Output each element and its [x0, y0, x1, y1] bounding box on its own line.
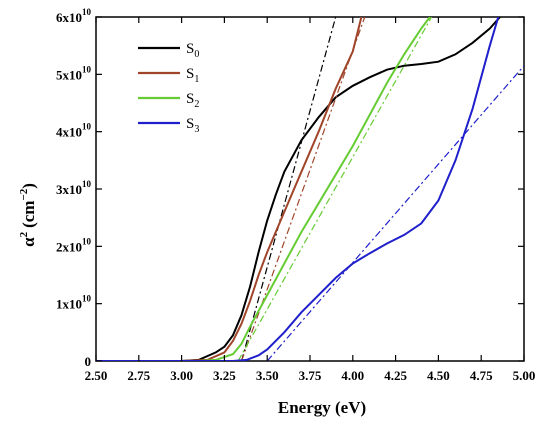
y-tick-label: 6x1010 — [56, 7, 92, 25]
plot-area — [95, 16, 525, 362]
y-tick-label: 3x1010 — [56, 179, 92, 197]
y-axis-label-unit: (cm — [19, 201, 38, 228]
x-tick-label: 3.00 — [170, 368, 193, 383]
x-tick-label: 4.00 — [341, 368, 364, 383]
legend-label-s2: S2 — [186, 91, 199, 110]
x-tick-label: 3.75 — [299, 368, 322, 383]
x-tick-label: 4.75 — [470, 368, 493, 383]
x-tick-label: 4.50 — [427, 368, 450, 383]
axes-layer: 2.50 2.75 3.00 3.25 3.50 3.75 4.00 4.25 4.50 4.75… — [56, 7, 535, 383]
tangent-line-s2 — [237, 17, 433, 361]
x-tick-label: 4.25 — [384, 368, 407, 383]
y-axis-label-base: α — [19, 237, 38, 247]
y-tick-label: 2x1010 — [56, 236, 92, 254]
tangent-line-s3 — [266, 65, 524, 361]
y-axis-label-sup: 2 — [18, 231, 30, 237]
series-line-s1 — [96, 17, 363, 361]
series-layer — [96, 17, 524, 361]
legend-label-s1: S1 — [186, 66, 199, 85]
tangent-line-s0 — [240, 17, 337, 361]
y-axis-label-unit-sup: −2 — [18, 188, 30, 200]
y-tick-label: 0 — [85, 354, 92, 369]
y-tick-label: 4x1010 — [56, 122, 92, 140]
x-tick-label: 2.50 — [85, 368, 108, 383]
y-axis-label-close: ) — [19, 183, 38, 189]
x-axis-label: Energy (eV) — [278, 398, 366, 417]
legend-label-s3: S3 — [186, 116, 199, 135]
y-axis-label: α2 (cm−2) — [18, 183, 38, 247]
x-tick-label: 2.75 — [127, 368, 150, 383]
legend-label-s0: S0 — [186, 41, 199, 60]
series-line-s2 — [96, 17, 431, 361]
x-tick-label: 5.00 — [513, 368, 536, 383]
plot-frame — [95, 16, 525, 362]
series-line-s3 — [96, 17, 500, 361]
legend: S0 S1 S2 S3 — [138, 41, 199, 135]
y-tick-label: 5x1010 — [56, 64, 92, 82]
y-tick-label: 1x1010 — [56, 294, 92, 312]
x-tick-label: 3.50 — [256, 368, 279, 383]
x-tick-label: 3.25 — [213, 368, 236, 383]
series-line-s0 — [96, 17, 501, 361]
